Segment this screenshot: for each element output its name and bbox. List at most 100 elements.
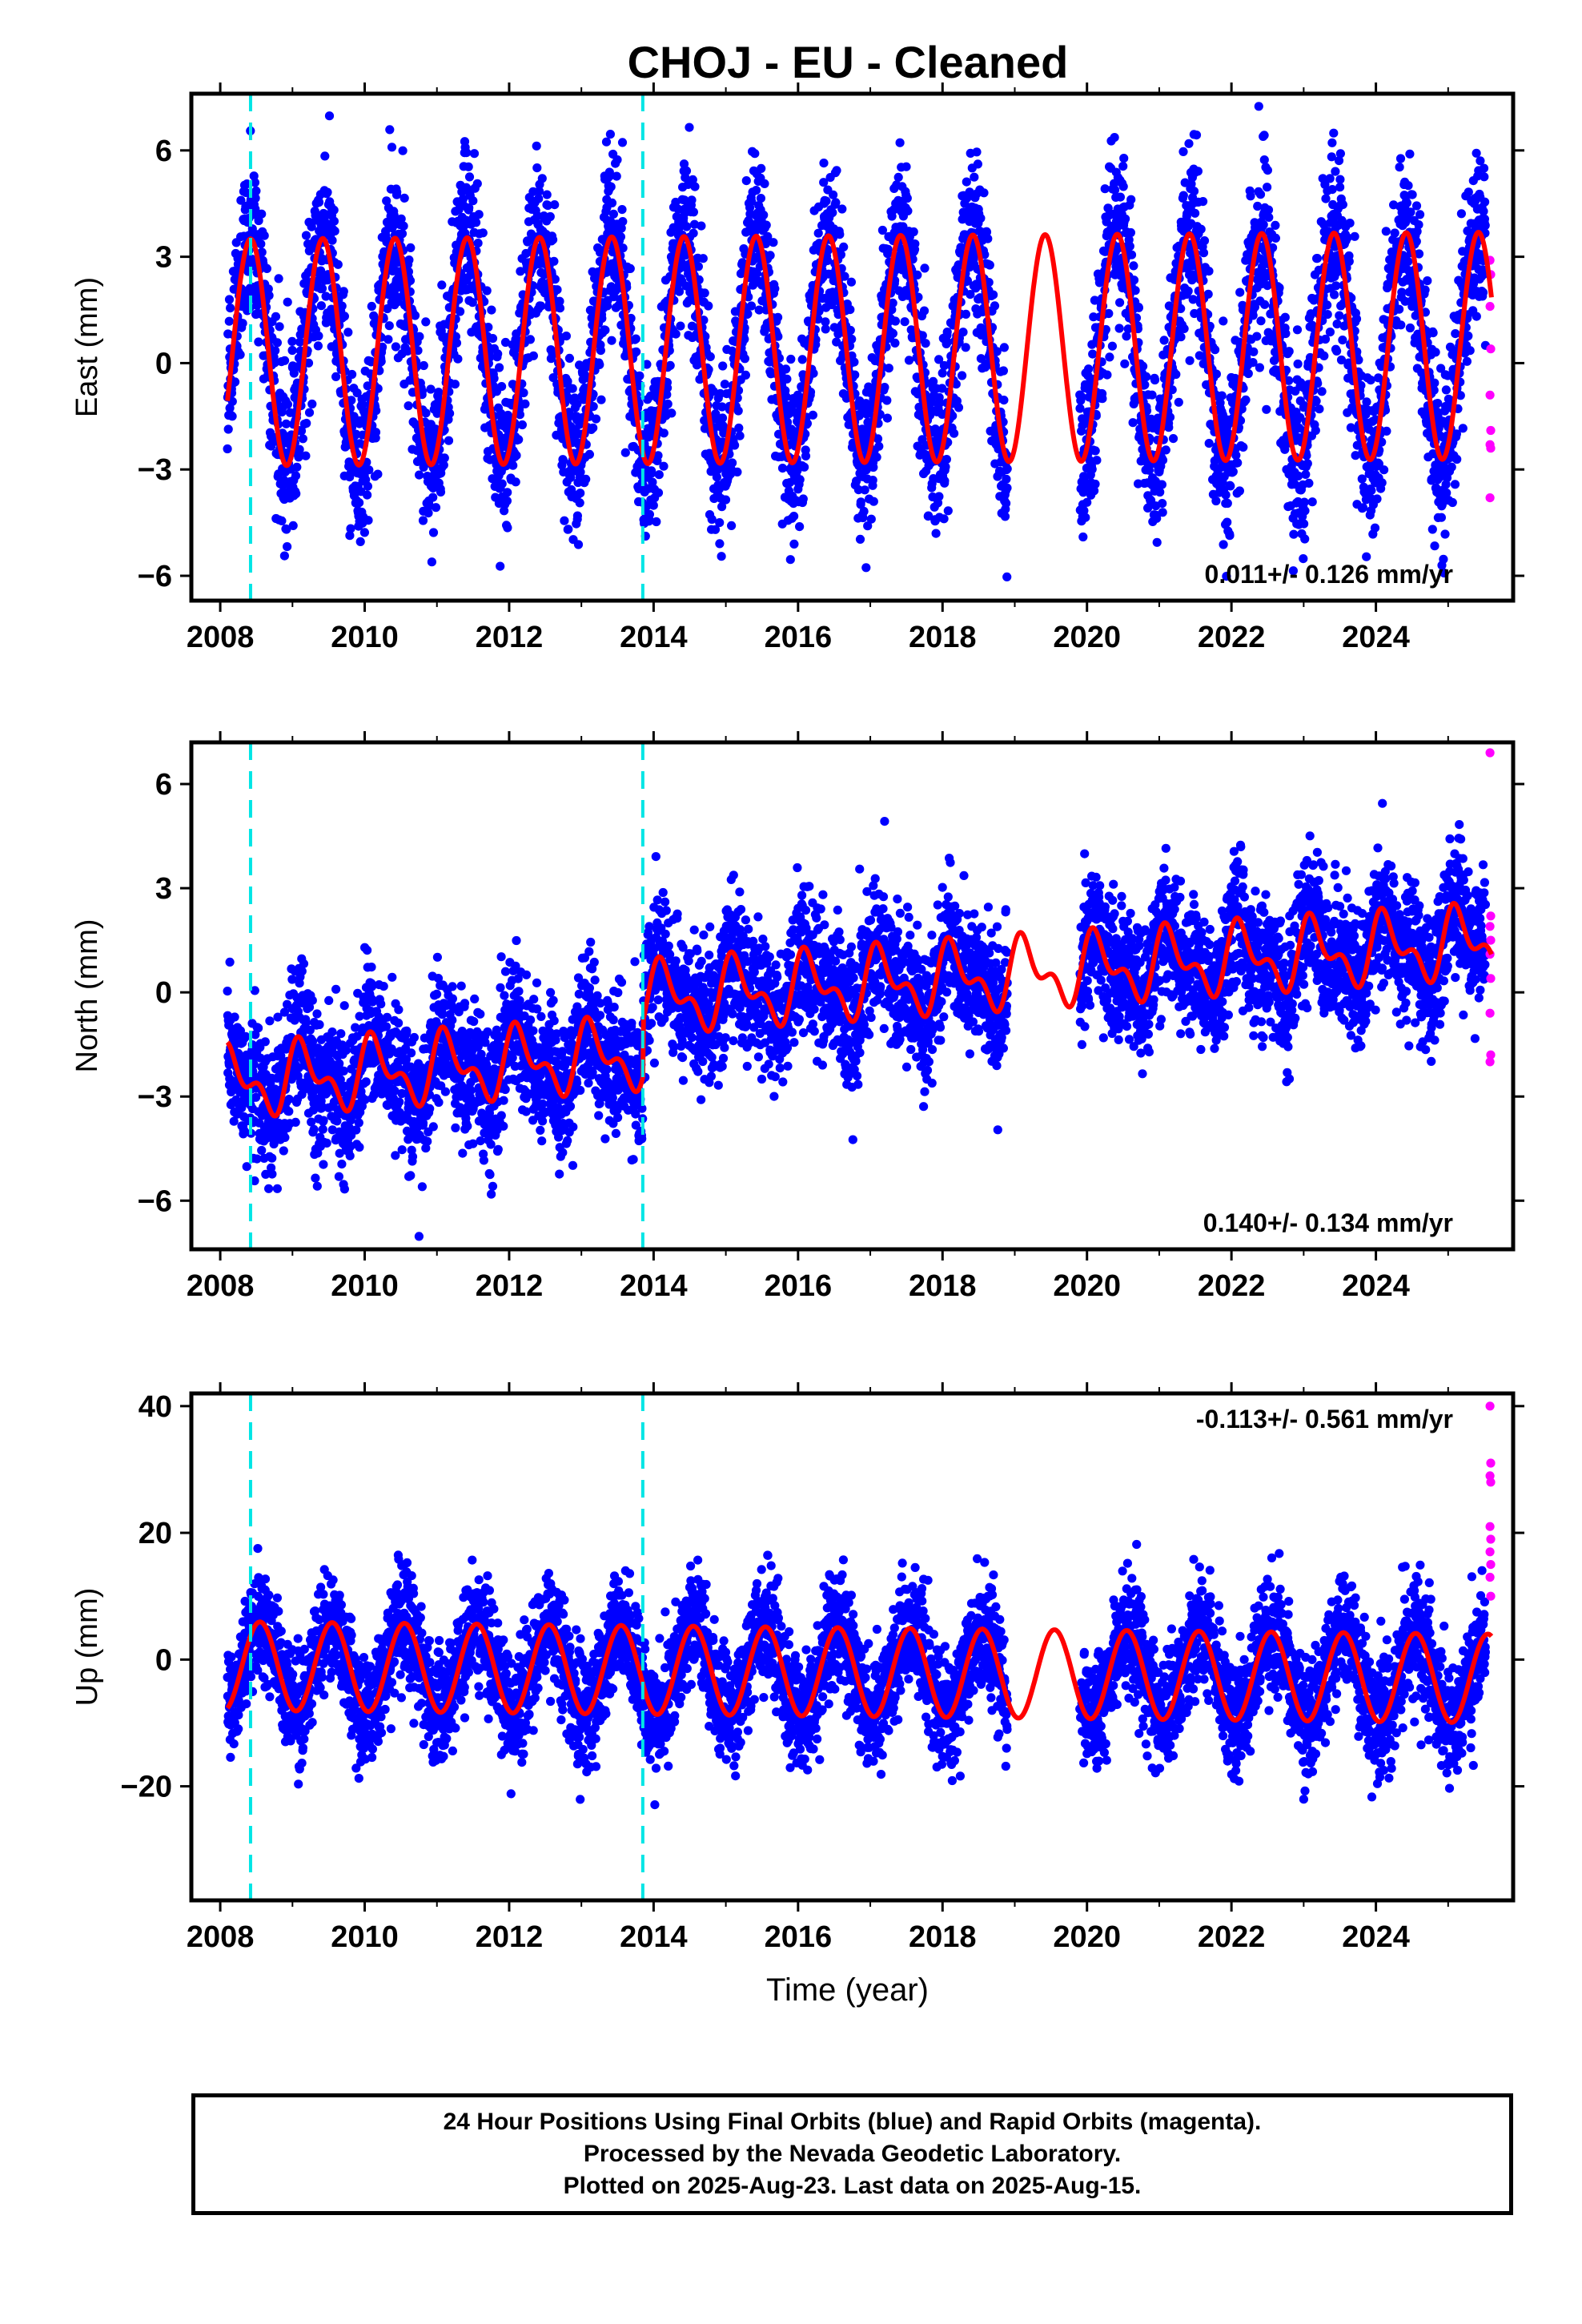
final-orbit-point — [548, 235, 558, 244]
final-orbit-point — [985, 260, 994, 270]
final-orbit-point — [1338, 336, 1347, 345]
final-orbit-point — [798, 494, 808, 504]
final-orbit-point — [1142, 372, 1151, 381]
final-orbit-point — [607, 198, 617, 207]
final-orbit-point — [667, 408, 677, 418]
final-orbit-point — [426, 384, 436, 394]
final-orbit-point — [224, 316, 234, 326]
final-orbit-point — [972, 147, 982, 157]
final-orbit-point — [654, 470, 664, 480]
final-orbit-point — [291, 471, 301, 480]
final-orbit-point — [280, 356, 290, 365]
final-orbit-point — [685, 123, 694, 132]
final-orbit-point — [832, 166, 841, 175]
final-orbit-point — [704, 301, 713, 311]
final-orbit-point — [345, 531, 355, 541]
final-orbit-point — [961, 309, 971, 319]
final-orbit-point — [453, 354, 463, 364]
final-orbit-point — [607, 336, 616, 345]
final-orbit-point — [931, 529, 941, 538]
final-orbit-point — [1330, 290, 1339, 300]
final-orbit-point — [231, 377, 240, 387]
final-orbit-point — [941, 462, 950, 472]
final-orbit-point — [316, 301, 326, 311]
final-orbit-point — [1087, 464, 1097, 474]
final-orbit-point — [456, 307, 465, 316]
final-orbit-point — [1084, 364, 1094, 374]
final-orbit-point — [671, 329, 681, 339]
final-orbit-point — [428, 528, 439, 537]
final-orbit-point — [519, 388, 528, 398]
final-orbit-point — [321, 292, 331, 301]
final-orbit-point — [364, 465, 374, 475]
final-orbit-point — [226, 304, 235, 313]
final-orbit-point — [536, 301, 546, 311]
final-orbit-point — [808, 410, 818, 420]
final-orbit-point — [1176, 332, 1186, 342]
final-orbit-point — [1311, 425, 1320, 436]
final-orbit-point — [224, 295, 235, 304]
final-orbit-point — [399, 221, 408, 231]
final-orbit-point — [1292, 325, 1303, 335]
final-orbit-point — [785, 555, 795, 565]
final-orbit-point — [1225, 531, 1235, 541]
final-orbit-point — [383, 335, 393, 344]
final-orbit-point — [355, 537, 365, 547]
final-orbit-point — [550, 200, 560, 210]
final-orbit-point — [715, 539, 725, 549]
final-orbit-point — [644, 509, 655, 519]
final-orbit-point — [436, 487, 446, 497]
final-orbit-point — [223, 424, 233, 434]
final-orbit-point — [329, 205, 339, 215]
final-orbit-point — [920, 263, 930, 273]
final-orbit-point — [291, 489, 301, 499]
final-orbit-point — [528, 351, 539, 360]
final-orbit-point — [275, 322, 284, 332]
final-orbit-point — [576, 489, 585, 498]
final-orbit-point — [292, 462, 302, 472]
final-orbit-point — [595, 360, 604, 369]
final-orbit-point — [1219, 540, 1228, 549]
final-orbit-point — [999, 396, 1009, 405]
final-orbit-point — [478, 228, 488, 238]
final-orbit-point — [1203, 289, 1213, 299]
final-orbit-point — [1199, 236, 1210, 246]
final-orbit-point — [495, 363, 504, 372]
final-orbit-point — [489, 373, 499, 384]
final-orbit-point — [397, 229, 408, 239]
final-orbit-point — [313, 341, 323, 351]
final-orbit-point — [1259, 220, 1268, 230]
final-orbit-point — [1185, 356, 1195, 365]
final-orbit-point — [1105, 352, 1114, 362]
final-orbit-point — [343, 328, 353, 337]
final-orbit-point — [1231, 450, 1241, 460]
final-orbit-point — [717, 413, 728, 423]
final-orbit-point — [1321, 194, 1331, 203]
final-orbit-point — [860, 485, 869, 495]
final-orbit-point — [1311, 396, 1321, 406]
final-orbit-point — [271, 346, 280, 356]
final-orbit-point — [1118, 162, 1128, 171]
final-orbit-point — [596, 395, 606, 404]
final-orbit-point — [560, 516, 569, 525]
final-orbit-point — [512, 451, 521, 460]
final-orbit-point — [1362, 397, 1371, 407]
final-orbit-point — [516, 267, 525, 276]
final-orbit-point — [1171, 369, 1181, 380]
final-orbit-point — [904, 356, 914, 365]
final-orbit-point — [606, 182, 616, 191]
final-orbit-point — [601, 137, 612, 147]
final-orbit-point — [1335, 149, 1345, 159]
final-orbit-point — [573, 540, 584, 549]
final-orbit-point — [1189, 187, 1199, 196]
final-orbit-point — [1299, 497, 1309, 507]
final-orbit-point — [1223, 517, 1232, 527]
final-orbit-point — [367, 301, 376, 312]
final-orbit-point — [347, 396, 356, 405]
final-orbit-point — [337, 301, 347, 311]
final-orbit-point — [1327, 185, 1337, 195]
final-orbit-point — [254, 337, 263, 347]
final-orbit-point — [1002, 474, 1011, 484]
final-orbit-point — [301, 451, 311, 460]
final-orbit-point — [958, 328, 968, 337]
